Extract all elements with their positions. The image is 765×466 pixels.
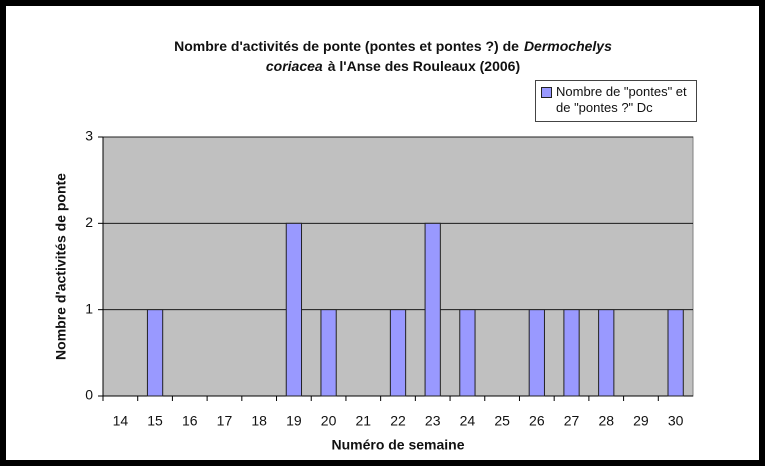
- bar: [563, 309, 580, 397]
- x-tick-label: 22: [390, 413, 406, 429]
- bar: [667, 309, 684, 397]
- x-tick-label: 24: [460, 413, 476, 429]
- x-tick-label: 15: [147, 413, 163, 429]
- y-tick-label: 2: [85, 214, 93, 230]
- x-tick-label: 19: [286, 413, 302, 429]
- title-part: coriacea: [266, 58, 323, 74]
- bar: [459, 309, 476, 397]
- y-tick-label: 0: [85, 387, 93, 403]
- title-part: Nombre d'activités de ponte (pontes et p…: [174, 38, 519, 54]
- bar: [528, 309, 545, 397]
- x-tick-label: 18: [251, 413, 267, 429]
- x-tick-label: 16: [182, 413, 198, 429]
- y-tick-label: 3: [85, 128, 93, 144]
- x-tick-label: 23: [425, 413, 441, 429]
- x-tick-label: 17: [217, 413, 233, 429]
- x-tick-label: 20: [321, 413, 337, 429]
- x-axis-label: Numéro de semaine: [331, 437, 464, 453]
- legend-swatch: [541, 87, 552, 98]
- y-axis-label: Nombre d'activités de ponte: [53, 173, 69, 360]
- title-part: Dermochelys: [524, 38, 612, 54]
- bar: [320, 309, 337, 397]
- chart-title: Nombre d'activités de ponte (pontes et p…: [174, 38, 612, 54]
- x-tick-label: 30: [668, 413, 684, 429]
- bar: [146, 309, 164, 397]
- x-tick-label: 25: [494, 413, 510, 429]
- y-tick-label: 1: [85, 300, 93, 316]
- x-tick-label: 21: [356, 413, 372, 429]
- legend-label: Nombre de "pontes" et de "pontes ?" Dc: [556, 84, 687, 115]
- bar: [424, 222, 441, 397]
- x-tick-label: 14: [113, 413, 129, 429]
- bar: [389, 309, 407, 397]
- bar: [598, 309, 615, 397]
- title-part: à l'Anse des Rouleaux (2006): [328, 58, 520, 74]
- x-tick-label: 28: [598, 413, 614, 429]
- x-tick-label: 26: [529, 413, 545, 429]
- bar: [285, 222, 303, 397]
- legend: Nombre de "pontes" et de "pontes ?" Dc: [535, 80, 697, 122]
- x-tick-label: 27: [564, 413, 580, 429]
- chart-title: coriacea à l'Anse des Rouleaux (2006): [266, 58, 520, 74]
- x-tick-label: 29: [633, 413, 649, 429]
